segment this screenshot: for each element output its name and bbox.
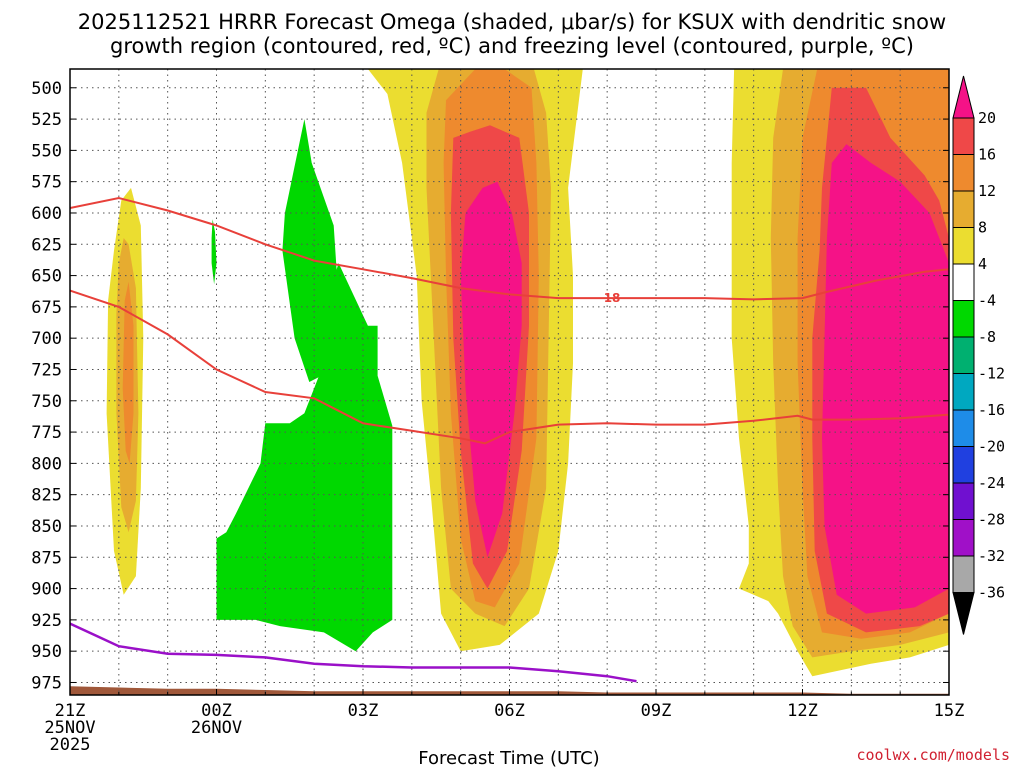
freezing-level-contour	[70, 622, 637, 683]
gridlines	[70, 69, 949, 695]
colorbar-label-4: 4	[978, 255, 987, 273]
y-tick-label-500: 500	[31, 79, 62, 99]
x-tick-label: 09Z	[641, 701, 672, 721]
y-tick-label-525: 525	[31, 110, 62, 130]
x-tick-label: 00Z	[201, 701, 232, 721]
colorbar-swatch-8	[952, 373, 975, 411]
colorbar-label-12: 12	[978, 182, 996, 200]
y-tick-label-725: 725	[31, 360, 62, 380]
y-tick-label-925: 925	[31, 611, 62, 631]
snow-growth-contour-label: 18	[604, 291, 621, 305]
omega-region-gt20-10	[460, 181, 522, 558]
y-tick-label-875: 875	[31, 548, 62, 568]
omega-region-m8tom4-4	[282, 119, 339, 382]
y-tick-label-950: 950	[31, 642, 62, 662]
x-tick-label: 2025	[50, 735, 91, 755]
colorbar-label--8: -8	[978, 328, 996, 346]
colorbar-bottom-arrow	[952, 592, 975, 635]
y-tick-label-550: 550	[31, 141, 62, 161]
colorbar-swatch-4	[952, 227, 975, 265]
colorbar-label--36: -36	[978, 584, 1005, 602]
y-tick-label-850: 850	[31, 517, 62, 537]
chart-title-line1: 2025112521 HRRR Forecast Omega (shaded, …	[78, 10, 946, 34]
colorbar-swatch-9	[952, 409, 975, 447]
colorbar-label--4: -4	[978, 292, 996, 310]
chart-title-line2: growth region (contoured, red, ºC) and f…	[110, 34, 914, 58]
colorbar-label-8: 8	[978, 219, 987, 237]
plot-area: 18	[69, 68, 950, 696]
colorbar-swatch-13	[952, 555, 975, 593]
colorbar-label--28: -28	[978, 511, 1005, 529]
colorbar-swatch-1	[952, 117, 975, 155]
y-tick-label-825: 825	[31, 486, 62, 506]
y-tick-label-650: 650	[31, 267, 62, 287]
y-tick-label-600: 600	[31, 204, 62, 224]
colorbar-label--12: -12	[978, 365, 1005, 383]
x-tick-label: 21Z	[55, 701, 86, 721]
colorbar-swatch-12	[952, 519, 975, 557]
colorbar-swatch-7	[952, 336, 975, 374]
contour-layer: 18	[70, 196, 949, 683]
omega-region-12to16-2	[122, 281, 134, 464]
colorbar-swatch-3	[952, 190, 975, 228]
y-tick-label-975: 975	[31, 673, 62, 693]
y-tick-label-700: 700	[31, 329, 62, 349]
omega-region-m8tom4-5	[216, 263, 393, 652]
colorbar-swatch-5	[952, 263, 975, 301]
x-tick-label: 15Z	[934, 701, 965, 721]
y-tick-label-900: 900	[31, 580, 62, 600]
snow-growth-contour-0	[70, 196, 949, 301]
x-tick-label: 03Z	[348, 701, 379, 721]
y-tick-label-750: 750	[31, 392, 62, 412]
terrain-layer	[70, 686, 949, 695]
x-tick-label: 26NOV	[191, 718, 242, 738]
terrain-fill	[70, 686, 949, 695]
colorbar-swatch-6	[952, 300, 975, 338]
colorbar-swatch-2	[952, 154, 975, 192]
omega-shading	[106, 69, 949, 677]
colorbar-swatch-10	[952, 446, 975, 484]
x-axis-title: Forecast Time (UTC)	[418, 748, 599, 768]
x-tick-label: 25NOV	[44, 718, 95, 738]
colorbar-label--16: -16	[978, 401, 1005, 419]
colorbar-label--20: -20	[978, 438, 1005, 456]
colorbar: 20 16 12 8 4 -4 -8 -12 -16 -20 -24 -28 -32 -36	[952, 75, 1005, 635]
omega-region-gt20-15	[822, 144, 949, 614]
y-axis: 500 525 550 575 600 625 650 675 700 725 750 775 800 8…	[31, 79, 949, 693]
snow-growth-contour-1	[70, 289, 949, 445]
y-tick-label-575: 575	[31, 173, 62, 193]
y-tick-label-675: 675	[31, 298, 62, 318]
credit-text: coolwx.com/models	[856, 746, 1010, 764]
colorbar-label-16: 16	[978, 146, 996, 164]
colorbar-top-arrow	[952, 75, 975, 119]
colorbar-label--32: -32	[978, 547, 1005, 565]
x-tick-label: 12Z	[787, 701, 818, 721]
colorbar-label--24: -24	[978, 474, 1005, 492]
y-tick-label-775: 775	[31, 423, 62, 443]
y-tick-label-625: 625	[31, 235, 62, 255]
x-tick-label: 06Z	[494, 701, 525, 721]
colorbar-swatch-11	[952, 482, 975, 520]
omega-region-m8tom4-3	[211, 219, 217, 285]
y-tick-label-800: 800	[31, 454, 62, 474]
colorbar-label-20: 20	[978, 109, 996, 127]
